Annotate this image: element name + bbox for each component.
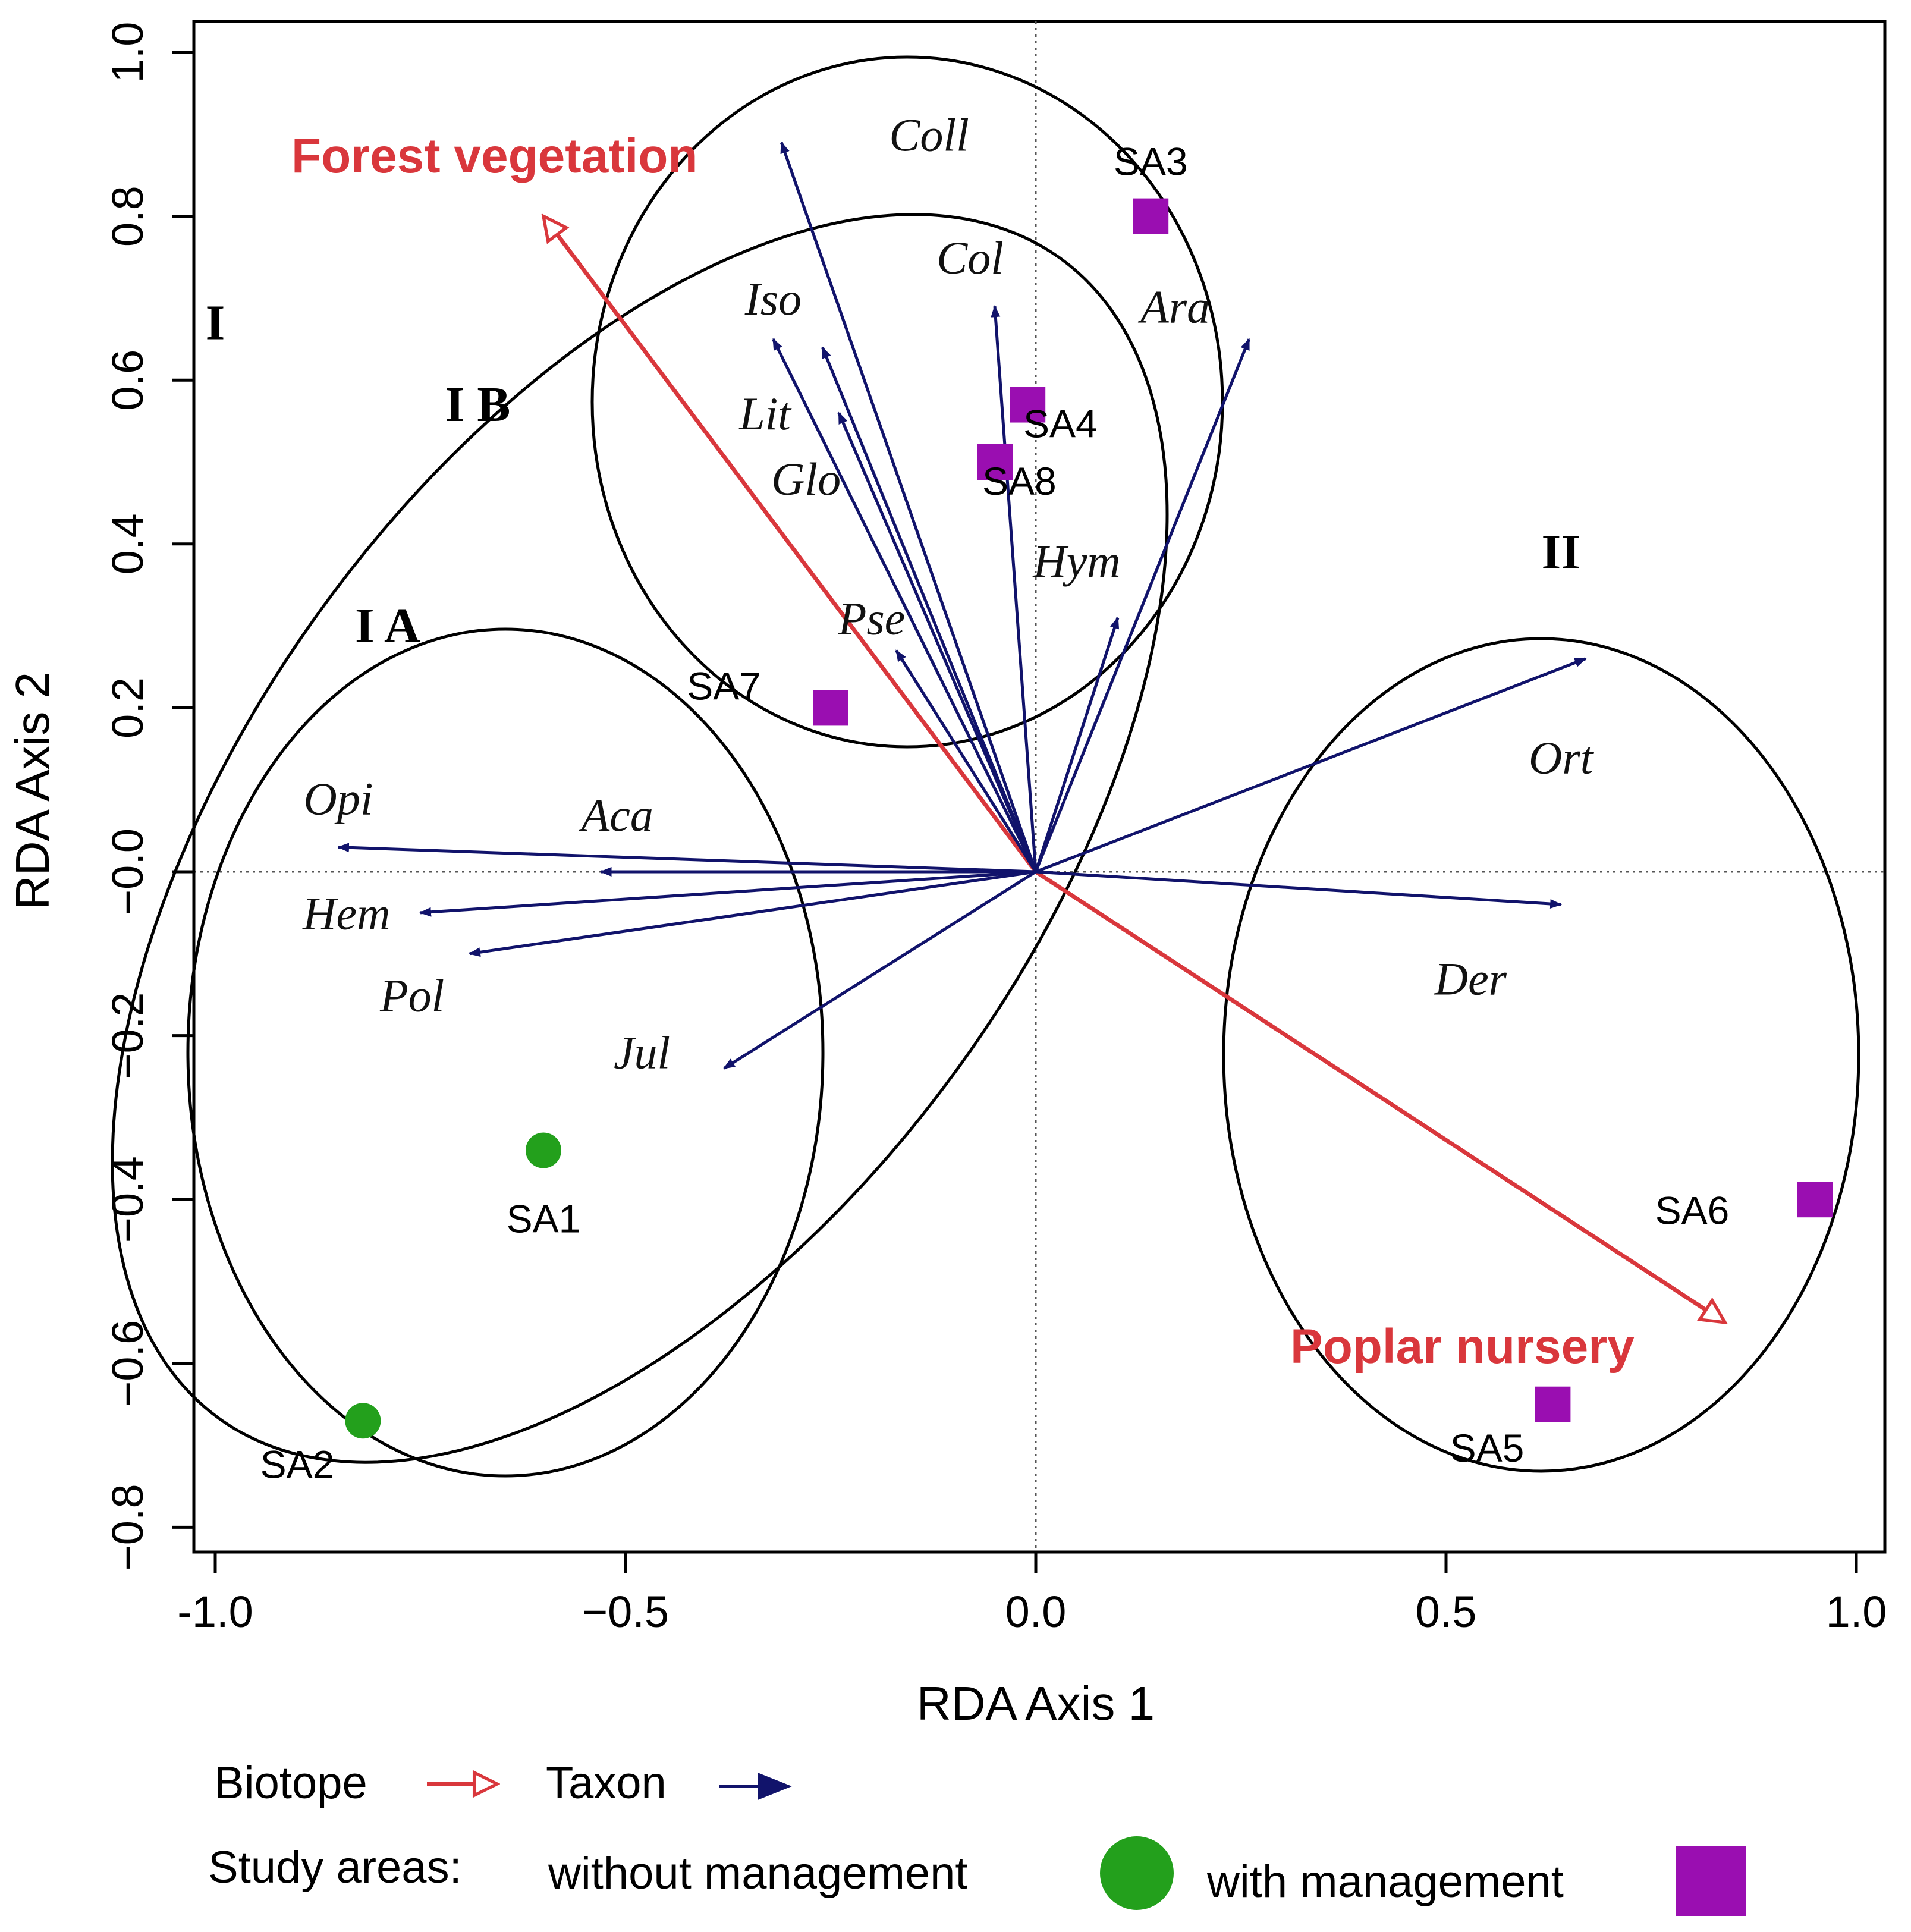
- y-axis: −0.8 −0.6 −0.4 −0.2 −0.0 0.2 0.4 0.6 0.8 1.0 RDA …: [6, 22, 196, 1570]
- taxon-label-ort: Ort: [1529, 732, 1595, 784]
- study-area-label-sa2: SA2: [260, 1443, 335, 1487]
- taxon-label-aca: Aca: [579, 789, 653, 841]
- group-ellipse-II: [1222, 637, 1860, 1473]
- x-tick-label: 0.0: [1005, 1587, 1067, 1636]
- study-area-point-sa4: [1010, 387, 1046, 423]
- legend-without-management-marker: [1100, 1836, 1174, 1910]
- taxon-arrow-hem: [419, 870, 1036, 917]
- taxon-arrow-glo: [837, 411, 1038, 872]
- taxon-arrow-jul: [722, 870, 1037, 1070]
- taxon-arrow-hym: [1034, 616, 1120, 872]
- study-area-label-sa7: SA7: [687, 664, 761, 708]
- taxon-arrow-pol: [468, 870, 1036, 957]
- biotope-arrow-poplar-nursery: [1035, 870, 1725, 1322]
- study-area-label-sa6: SA6: [1655, 1189, 1730, 1233]
- taxon-label-ara: Ara: [1137, 281, 1210, 333]
- group-ellipse-IA: [186, 627, 825, 1478]
- x-tick-label: -1.0: [177, 1587, 253, 1636]
- group-label-i: I: [206, 295, 225, 350]
- x-tick-label: −0.5: [582, 1587, 669, 1636]
- taxon-label-hem: Hem: [302, 887, 390, 939]
- taxon-label-hym: Hym: [1032, 535, 1120, 587]
- legend-with-management-label: with management: [1206, 1856, 1564, 1907]
- legend-taxon-label: Taxon: [546, 1758, 667, 1808]
- taxon-label-pol: Pol: [379, 969, 444, 1021]
- biotope-arrows: [543, 216, 1725, 1322]
- taxon-label-opi: Opi: [304, 773, 373, 825]
- taxon-arrow-ort: [1035, 657, 1587, 874]
- y-tick-label: −0.0: [103, 828, 152, 915]
- y-tick-label: 1.0: [103, 22, 152, 83]
- cluster-ellipses: [111, 55, 1860, 1478]
- x-tick-label: 1.0: [1826, 1587, 1887, 1636]
- taxon-label-iso: Iso: [744, 273, 802, 325]
- biotope-label-forest-vegetation: Forest vegetation: [291, 129, 697, 183]
- group-labels: I I B I A II: [206, 295, 1580, 654]
- y-axis-title: RDA Axis 2: [6, 672, 59, 910]
- y-tick-label: −0.4: [103, 1156, 152, 1243]
- taxon-arrow-opi: [337, 843, 1036, 874]
- study-area-label-sa4: SA4: [1023, 402, 1098, 446]
- study-area-point-sa2: [345, 1403, 381, 1439]
- taxon-label-pse: Pse: [838, 592, 906, 644]
- study-area-points: SA1 SA2 SA3 SA4 SA5 SA6 SA7 SA8: [260, 140, 1833, 1487]
- y-tick-label: −0.6: [103, 1320, 152, 1407]
- taxon-arrow-iso: [772, 338, 1038, 873]
- study-area-label-sa3: SA3: [1114, 140, 1188, 184]
- legend-without-management-label: without management: [548, 1848, 968, 1899]
- taxon-label-lit: Lit: [738, 388, 792, 439]
- study-area-point-sa6: [1797, 1182, 1833, 1218]
- y-tick-label: 0.2: [103, 677, 152, 739]
- taxon-arrow-col: [991, 305, 1038, 872]
- x-axis-title: RDA Axis 1: [917, 1677, 1155, 1730]
- taxon-label-der: Der: [1434, 953, 1507, 1005]
- y-tick-label: 0.8: [103, 186, 152, 247]
- study-area-label-sa1: SA1: [507, 1196, 581, 1240]
- group-label-i-a: I A: [355, 598, 420, 654]
- study-area-point-sa5: [1535, 1386, 1571, 1422]
- study-area-label-sa5: SA5: [1450, 1426, 1525, 1470]
- study-area-point-sa1: [526, 1132, 561, 1168]
- group-ellipse-I: [111, 213, 1169, 1464]
- y-tick-label: 0.6: [103, 350, 152, 411]
- taxon-arrow-der: [1035, 870, 1563, 909]
- group-label-i-b: I B: [445, 377, 511, 432]
- taxon-label-col: Col: [936, 232, 1004, 284]
- y-tick-label: 0.4: [103, 513, 152, 574]
- study-area-label-sa8: SA8: [982, 459, 1057, 503]
- study-area-point-sa3: [1133, 198, 1169, 234]
- biotope-label-poplar-nursery: Poplar nursery: [1290, 1320, 1635, 1374]
- study-area-point-sa7: [813, 690, 848, 726]
- y-tick-label: −0.2: [103, 992, 152, 1079]
- legend-with-management-marker: [1676, 1846, 1746, 1916]
- y-tick-label: −0.8: [103, 1484, 152, 1570]
- taxon-arrows: Coll Col Ara Iso Lit Glo Hym Pse Ort Opi Aca Hem Pol…: [302, 109, 1595, 1078]
- taxon-label-coll: Coll: [889, 109, 969, 161]
- legend-study-areas-label: Study areas:: [208, 1842, 462, 1893]
- study-area-point-sa8: [977, 444, 1013, 480]
- legend-biotope-label: Biotope: [214, 1758, 367, 1808]
- legend: Biotope Taxon Study areas: without manag…: [208, 1758, 1746, 1916]
- taxon-arrow-pse: [895, 649, 1038, 873]
- x-axis: -1.0 −0.5 0.0 0.5 1.0 RDA Axis 1: [177, 1550, 1887, 1730]
- biotope-arrow-forest-vegetation: [543, 216, 1038, 874]
- group-label-ii: II: [1542, 524, 1580, 580]
- taxon-arrow-coll: [780, 141, 1038, 872]
- taxon-arrow-lit: [821, 346, 1038, 872]
- taxon-label-jul: Jul: [614, 1027, 670, 1079]
- taxon-label-glo: Glo: [771, 453, 841, 505]
- x-tick-label: 0.5: [1416, 1587, 1477, 1636]
- taxon-arrow-ara: [1034, 338, 1251, 872]
